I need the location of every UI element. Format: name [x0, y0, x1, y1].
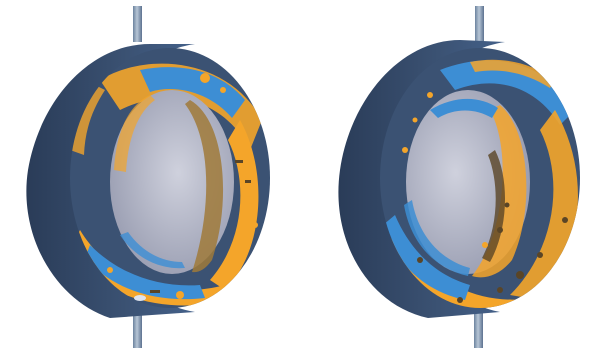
- bearing-ring-left: [26, 6, 270, 348]
- raceway-band-left: [185, 100, 224, 273]
- outer-cylinder-right: [338, 40, 505, 318]
- shaft-top-left: [133, 6, 142, 42]
- bearing-ring-right: [338, 6, 580, 348]
- shaft-bottom-right: [474, 304, 483, 348]
- shaft-bottom-left: [133, 304, 142, 348]
- shaft-top-right: [475, 6, 484, 46]
- lubrication-hole-left: [134, 295, 146, 301]
- outer-cylinder-left: [26, 44, 196, 318]
- raceway-wear-right: [472, 105, 527, 278]
